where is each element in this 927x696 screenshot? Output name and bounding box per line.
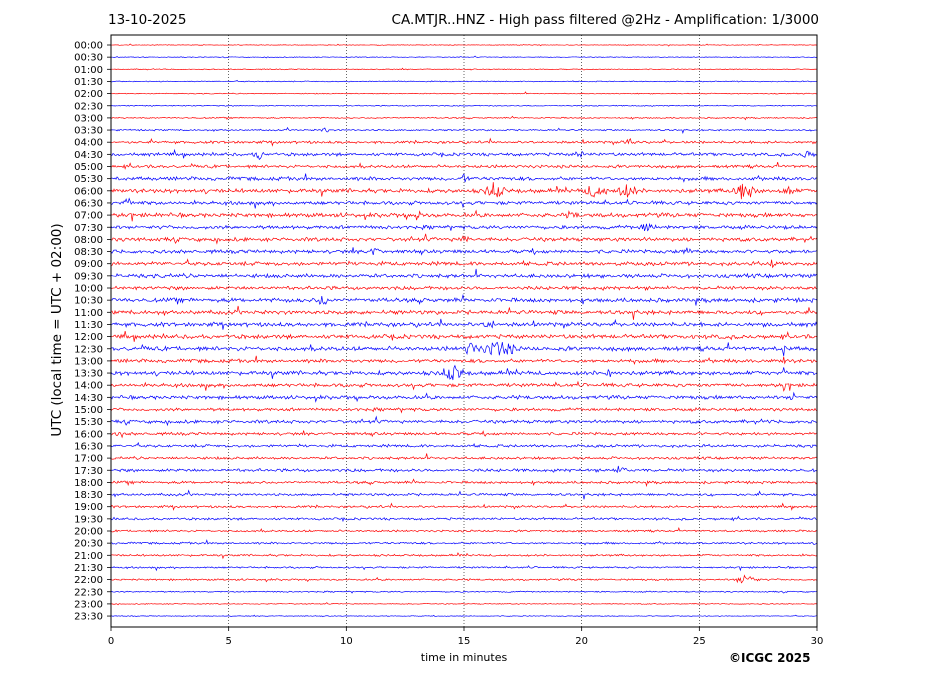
y-tick-label: 14:30 (74, 393, 103, 404)
y-tick-label: 12:00 (74, 332, 103, 343)
x-tick-label: 20 (575, 636, 588, 647)
trace-line (110, 465, 818, 474)
minute-gridlines (228, 35, 700, 627)
y-tick-label: 07:00 (74, 211, 103, 222)
y-tick-label: 19:30 (74, 514, 103, 525)
trace-line (110, 115, 818, 121)
x-tick-label: 15 (458, 636, 471, 647)
y-tick-label: 03:00 (74, 113, 103, 124)
y-tick-label: 00:00 (74, 41, 103, 52)
trace-line (110, 222, 818, 232)
x-axis-ticks: 0 5 10 15 20 25 30 (108, 627, 824, 647)
y-tick-label: 16:00 (74, 429, 103, 440)
y-tick-label: 18:30 (74, 490, 103, 501)
y-tick-label: 12:30 (74, 344, 103, 355)
y-tick-label: 10:30 (74, 296, 103, 307)
trace-line (110, 602, 818, 606)
chart-title: CA.MTJR..HNZ - High pass filtered @2Hz -… (391, 12, 819, 28)
trace-line (110, 161, 818, 170)
trace-line (110, 137, 818, 147)
trace-line (110, 126, 818, 134)
trace-line (110, 173, 818, 183)
y-tick-label: 23:30 (74, 612, 103, 623)
trace-line (110, 91, 818, 95)
y-axis-label: UTC (local time = UTC + 02:00) (49, 223, 65, 437)
y-tick-label: 09:00 (74, 259, 103, 270)
y-tick-label: 15:30 (74, 417, 103, 428)
y-tick-label: 18:00 (74, 478, 103, 489)
y-tick-label: 16:30 (74, 441, 103, 452)
x-tick-label: 0 (108, 636, 114, 647)
x-tick-label: 10 (340, 636, 353, 647)
y-tick-label: 22:00 (74, 575, 103, 586)
y-tick-label: 11:30 (74, 320, 103, 331)
y-tick-label: 05:30 (74, 174, 103, 185)
trace-line (110, 148, 818, 160)
x-tick-label: 5 (225, 636, 231, 647)
y-tick-label: 23:00 (74, 599, 103, 610)
trace-line (110, 380, 818, 392)
plot-frame (110, 34, 818, 628)
y-tick-label: 01:00 (74, 65, 103, 76)
y-tick-label: 22:30 (74, 587, 103, 598)
trace-line (110, 268, 818, 279)
y-tick-label: 21:00 (74, 551, 103, 562)
y-tick-label: 06:00 (74, 186, 103, 197)
y-tick-label: 10:00 (74, 284, 103, 295)
trace-line (110, 209, 818, 222)
trace-line (110, 614, 818, 618)
y-tick-label: 14:00 (74, 381, 103, 392)
trace-line (110, 233, 818, 245)
y-tick-label: 20:00 (74, 527, 103, 538)
trace-line (110, 590, 818, 594)
y-tick-label: 06:30 (74, 198, 103, 209)
trace-line (110, 104, 818, 107)
y-tick-label: 04:30 (74, 150, 103, 161)
trace-line (110, 539, 818, 546)
y-tick-label: 00:30 (74, 53, 103, 64)
y-tick-label: 13:30 (74, 369, 103, 380)
y-tick-label: 19:00 (74, 502, 103, 513)
y-tick-label: 01:30 (74, 77, 103, 88)
y-tick-label: 02:30 (74, 101, 103, 112)
y-tick-label: 13:00 (74, 356, 103, 367)
x-tick-label: 25 (693, 636, 706, 647)
trace-line (110, 182, 818, 200)
y-tick-label: 21:30 (74, 563, 103, 574)
y-tick-label: 08:30 (74, 247, 103, 258)
y-tick-label: 20:30 (74, 539, 103, 550)
trace-line (110, 79, 818, 83)
x-axis-label: time in minutes (420, 651, 508, 664)
y-tick-label: 17:30 (74, 466, 103, 477)
trace-line (110, 415, 818, 427)
trace-line (110, 341, 818, 357)
trace-line (110, 364, 818, 381)
y-tick-label: 04:00 (74, 138, 103, 149)
trace-line (110, 318, 818, 330)
y-tick-label: 17:00 (74, 454, 103, 465)
y-tick-label: 05:00 (74, 162, 103, 173)
trace-line (110, 430, 818, 439)
trace-line (110, 391, 818, 403)
y-tick-label: 11:00 (74, 308, 103, 319)
y-tick-label: 15:00 (74, 405, 103, 416)
trace-line (110, 407, 818, 414)
y-tick-label: 02:00 (74, 89, 103, 100)
y-tick-label: 03:30 (74, 126, 103, 137)
y-tick-label: 07:30 (74, 223, 103, 234)
y-tick-label: 08:00 (74, 235, 103, 246)
copyright-text: ©ICGC 2025 (729, 651, 811, 665)
y-tick-label: 09:30 (74, 271, 103, 282)
chart-date: 13-10-2025 (108, 12, 187, 28)
trace-line (110, 285, 818, 292)
x-tick-label: 30 (811, 636, 824, 647)
